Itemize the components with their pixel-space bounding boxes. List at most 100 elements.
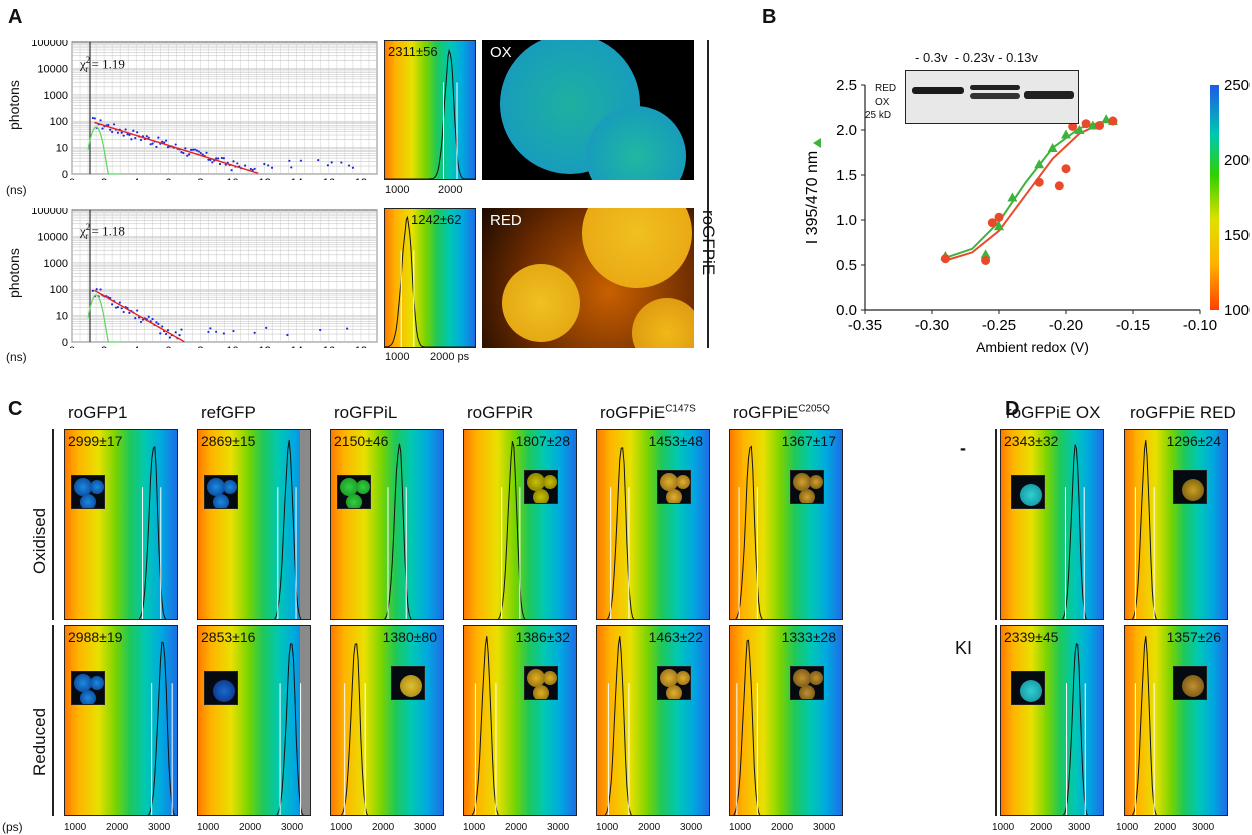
- decay-point: [161, 325, 164, 328]
- decay-point: [253, 167, 256, 170]
- decay-point: [111, 303, 114, 306]
- redox-titration-chart: 2.5 2.0 1.5 1.0 0.5 0.0 -0.35 -0.30 -0.25 -0.20 -0…: [765, 40, 1252, 370]
- lifetime-value: 1453±48: [648, 433, 703, 449]
- gel-band-ox: OX: [875, 97, 890, 108]
- fit-curve: [945, 118, 1114, 262]
- x-tick: 14: [291, 345, 303, 348]
- x-tick: 4: [133, 177, 139, 180]
- side-label-rogfpie: roGFPiE: [699, 210, 718, 276]
- panel-label-b: B: [762, 6, 777, 28]
- data-point-circle: [1095, 121, 1104, 130]
- x-tick: 2000: [106, 822, 129, 833]
- lifetime-value: 2150±46: [334, 433, 389, 449]
- x-tick: 4: [133, 345, 139, 348]
- histogram-curve: [735, 445, 763, 619]
- decay-point: [193, 148, 197, 151]
- decay-point: [180, 150, 183, 154]
- red-row-bar: [52, 625, 54, 816]
- decay-point: [220, 156, 224, 160]
- decay-point: [265, 326, 268, 330]
- x-tick: 10: [226, 345, 238, 348]
- lifetime-value: 2853±16: [201, 629, 256, 645]
- data-point-circle: [1068, 121, 1078, 131]
- decay-point: [190, 148, 193, 152]
- decay-point: [151, 142, 154, 145]
- x-tick: 3000: [1192, 822, 1215, 833]
- y-tick-left: 0.5: [836, 257, 857, 274]
- decay-point: [139, 138, 143, 141]
- histogram-curve: [340, 643, 369, 815]
- lifetime-histogram-cell: 1453±48: [596, 429, 710, 620]
- lifetime-histogram-cell: 2999±17: [64, 429, 178, 620]
- x-tick: 3000: [414, 822, 437, 833]
- column-title: roGFPiR: [467, 403, 534, 422]
- decay-point: [188, 153, 191, 156]
- column-title: roGFP1: [68, 403, 128, 422]
- histogram-curve: [273, 440, 302, 619]
- y-tick-right: 2500: [1224, 77, 1250, 94]
- x-tick: 18: [355, 345, 367, 348]
- decay-point: [99, 119, 102, 122]
- decay-plot-red: 100000100001000100100024681012141618: [0, 205, 380, 357]
- hist-tick-2000-ox: 2000: [438, 184, 463, 196]
- histogram-curve: [733, 639, 761, 815]
- decay-point: [215, 157, 218, 160]
- histogram-curve: [1131, 440, 1157, 619]
- chi-square-ox: χ2r = 1.19: [80, 55, 125, 74]
- data-point-circle: [987, 218, 997, 228]
- y-tick: 10: [56, 143, 68, 155]
- hist-tick-1000-ox: 1000: [385, 184, 410, 196]
- decay-point: [197, 150, 200, 153]
- decay-point: [159, 332, 162, 335]
- decay-point: [114, 306, 118, 309]
- decay-point: [191, 148, 195, 151]
- decay-point: [174, 143, 177, 146]
- x-tick: 8: [197, 177, 203, 180]
- x-tick: 2000: [1154, 822, 1177, 833]
- histogram-curve: [1063, 643, 1089, 815]
- decay-point: [111, 130, 114, 133]
- decay-point: [166, 329, 170, 332]
- row-label-oxidised: Oxidised: [30, 507, 49, 574]
- decay-point: [164, 139, 168, 142]
- microscopy-thumbnail: [524, 666, 558, 700]
- decay-point: [243, 164, 247, 167]
- decay-point: [319, 328, 322, 332]
- lifetime-histogram-cell: 2343±32: [1000, 429, 1104, 620]
- decay-point: [116, 306, 120, 309]
- x-tick: 8: [197, 345, 203, 348]
- gel-lane-labels: - 0.3v - 0.23v - 0.13v: [915, 50, 1038, 65]
- histogram-curve: [497, 441, 526, 619]
- lifetime-histogram-cell: 1296±24: [1124, 429, 1228, 620]
- x-tick: 6: [165, 345, 171, 348]
- decay-point: [99, 288, 102, 291]
- decay-point: [112, 123, 116, 126]
- d-red-row-bar: [995, 625, 997, 816]
- decay-point: [174, 331, 177, 334]
- y-tick-right: 2000: [1224, 152, 1250, 169]
- y-tick: 100000: [31, 40, 68, 49]
- decay-point: [209, 158, 212, 162]
- decay-point: [134, 136, 137, 140]
- lifetime-value: 1386±32: [515, 629, 570, 645]
- decay-point: [222, 332, 225, 335]
- x-tick: 2000: [372, 822, 395, 833]
- y-axis-label-left: I 395/470 nm: [804, 151, 821, 244]
- x-tick: 1000: [330, 822, 353, 833]
- decay-point: [216, 157, 220, 160]
- lifetime-histogram-cell: 1386±32: [463, 625, 577, 816]
- decay-point: [232, 329, 235, 333]
- decay-point: [184, 147, 187, 150]
- gel-image: [905, 70, 1079, 124]
- histogram-curve: [1061, 444, 1087, 619]
- decay-point: [120, 307, 123, 310]
- decay-point: [299, 159, 303, 162]
- panel-label-c: C: [8, 398, 23, 420]
- lifetime-value: 1463±22: [648, 629, 703, 645]
- histogram-curve: [606, 447, 635, 619]
- decay-point: [134, 317, 137, 320]
- decay-point: [211, 161, 214, 164]
- decay-chart-red: 100000100001000100100024681012141618: [31, 205, 378, 357]
- x-tick: 3000: [148, 822, 171, 833]
- decay-point: [288, 159, 291, 162]
